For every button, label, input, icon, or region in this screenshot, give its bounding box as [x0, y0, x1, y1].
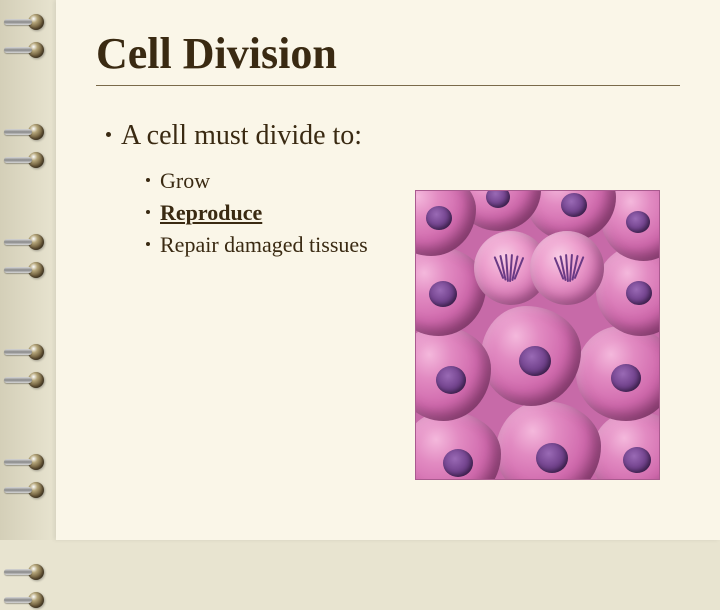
bullet-dot-icon — [146, 210, 150, 214]
sub-bullet-text: Grow — [160, 168, 210, 194]
slide-page: Cell Division A cell must divide to: Gro… — [56, 0, 720, 540]
sub-bullet-text: Repair damaged tissues — [160, 232, 368, 258]
nucleus — [623, 447, 651, 473]
cell — [591, 411, 660, 480]
cell — [576, 326, 660, 421]
mitotic-spindle-icon — [556, 253, 582, 283]
nucleus — [486, 190, 510, 208]
nucleus — [626, 281, 652, 305]
nucleus — [626, 211, 650, 233]
nucleus — [443, 449, 473, 477]
dividing-cell — [474, 229, 604, 307]
nucleus — [536, 443, 568, 473]
slide-title: Cell Division — [96, 28, 680, 79]
bullet-dot-icon — [146, 178, 150, 182]
main-bullet: A cell must divide to: — [106, 120, 680, 152]
nucleus — [519, 346, 551, 376]
notebook-binding — [0, 0, 56, 540]
nucleus — [426, 206, 452, 230]
cell — [415, 190, 476, 256]
main-bullet-text: A cell must divide to: — [121, 120, 362, 152]
mitotic-spindle-icon — [496, 253, 522, 283]
nucleus — [429, 281, 457, 307]
bullet-dot-icon — [146, 242, 150, 246]
sub-bullet-text: Reproduce — [160, 200, 262, 226]
bullet-dot-icon — [106, 132, 111, 137]
cell — [415, 411, 501, 480]
title-underline — [96, 85, 680, 86]
cell — [415, 326, 491, 421]
nucleus — [561, 193, 587, 217]
nucleus — [436, 366, 466, 394]
nucleus — [611, 364, 641, 392]
cell — [481, 306, 581, 406]
cell-illustration — [415, 190, 660, 480]
cell — [496, 401, 601, 480]
